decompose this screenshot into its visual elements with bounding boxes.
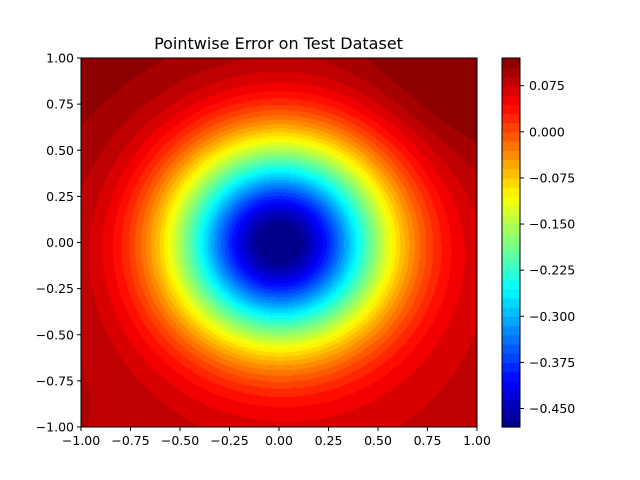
colorbar-band [502,76,520,87]
colorbar: 0.075 0.000 −0.075 −0.150 −0.225 −0.300 −0.375… [501,57,575,428]
x-tick-label: 0.75 [414,433,442,448]
colorbar-band [502,325,520,336]
colorbar-band [502,177,520,188]
colorbar-band [502,242,520,253]
x-axis: −1.00 −0.75 −0.50 −0.25 0.00 0.25 0.50 0.75 1.00 [62,427,491,448]
colorbar-band [502,224,520,234]
colorbar-tick-label: −0.375 [529,355,575,370]
x-tick-label: 0.50 [364,433,392,448]
colorbar-band [502,343,520,354]
y-tick-label: 0.50 [46,143,74,158]
y-tick-label: 0.75 [46,97,74,112]
y-tick-label: 0.00 [46,235,74,250]
chart-title: Pointwise Error on Test Dataset [154,34,403,53]
colorbar-band [502,196,520,207]
colorbar-band [502,353,520,364]
y-tick-label: 1.00 [46,51,74,66]
colorbar-band [502,205,520,216]
colorbar-band [502,104,520,114]
y-tick-label: −0.25 [36,281,74,296]
colorbar-band [502,131,520,142]
colorbar-band [502,141,520,151]
colorbar-band [502,67,520,78]
colorbar-tick-label: −0.150 [529,217,575,232]
colorbar-band [502,334,520,345]
colorbar-band [502,85,520,96]
colorbar-band [502,159,520,170]
colorbar-frame [501,57,521,428]
y-axis: 1.00 0.75 0.50 0.25 0.00 −0.25 −0.50 −0.75 −1.00 [36,51,81,435]
colorbar-band [502,122,520,133]
colorbar-band [502,316,520,327]
x-tick-label: 0.25 [315,433,343,448]
colorbar-tick-label: −0.075 [529,170,575,185]
colorbar-band [502,362,520,373]
colorbar-band [502,399,520,410]
colorbar-band [502,260,520,271]
colorbar-band [502,58,520,68]
colorbar-tick-label: −0.300 [529,309,575,324]
colorbar-band [502,307,520,317]
colorbar-band [502,233,520,244]
colorbar-band [502,408,520,419]
colorbar-band [502,214,520,225]
colorbar-band [502,113,520,124]
y-tick-label: 0.25 [46,189,74,204]
x-tick-label: −0.25 [210,433,248,448]
colorbar-band [502,279,520,290]
colorbar-band [502,168,520,179]
contour-field [81,58,477,427]
x-tick-label: −1.00 [62,433,100,448]
colorbar-band [502,371,520,382]
x-tick-label: −0.75 [111,433,149,448]
colorbar-band [502,390,520,400]
colorbar-tick-label: 0.000 [529,124,565,139]
x-tick-label: 0.00 [265,433,293,448]
colorbar-band [502,270,520,280]
colorbar-band [502,380,520,391]
colorbar-band [502,251,520,262]
colorbar-band [502,150,520,161]
x-tick-label: 1.00 [463,433,491,448]
y-tick-label: −0.75 [36,373,74,388]
colorbar-tick-label: −0.225 [529,263,575,278]
colorbar-tick-label: −0.450 [529,401,575,416]
colorbar-band [502,187,520,197]
colorbar-band [502,288,520,299]
colorbar-band [502,94,520,105]
plot-area [80,57,478,428]
y-tick-label: −0.50 [36,327,74,342]
x-tick-label: −0.50 [161,433,199,448]
y-tick-label: −1.00 [36,420,74,435]
colorbar-band [502,297,520,308]
colorbar-tick-label: 0.075 [529,78,565,93]
colorbar-band [502,417,520,428]
